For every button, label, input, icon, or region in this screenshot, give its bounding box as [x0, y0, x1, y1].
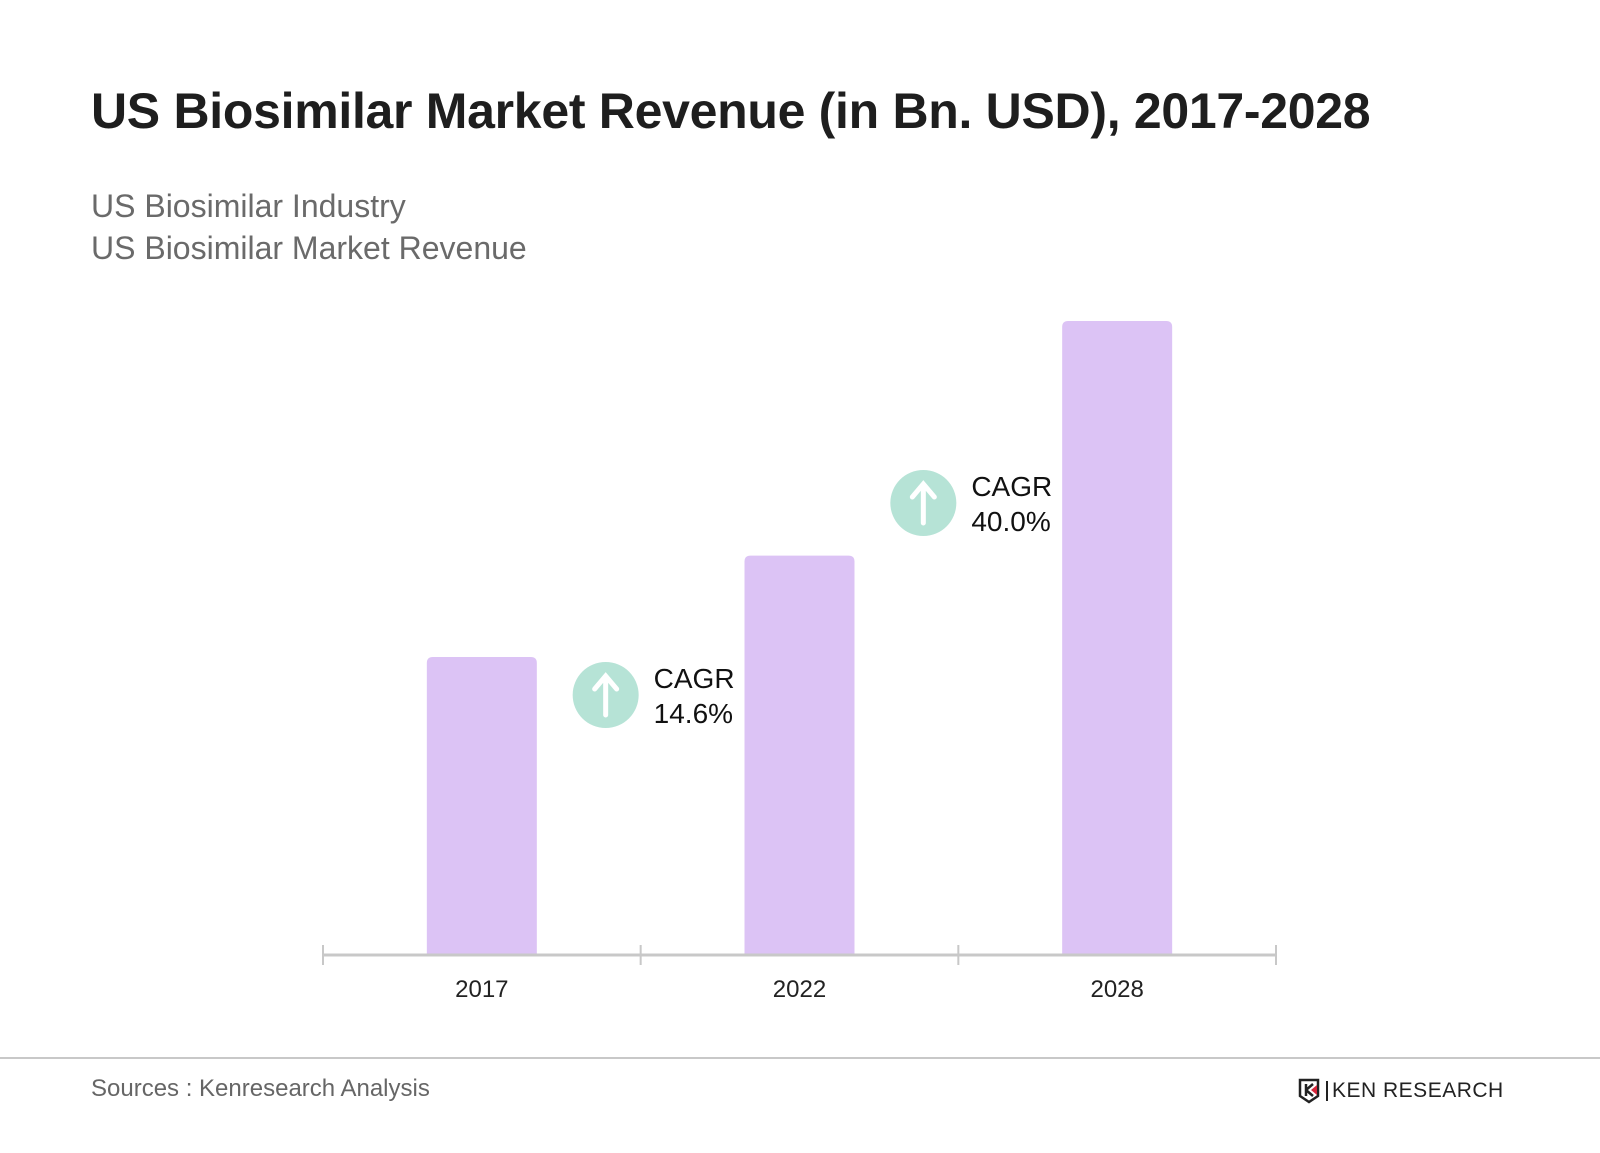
logo-text: KEN RESEARCH	[1332, 1079, 1504, 1102]
source-note: Sources : Kenresearch Analysis	[91, 1075, 430, 1102]
cagr-value: 14.6%	[654, 698, 733, 729]
footer-divider	[0, 1057, 1600, 1059]
subtitle-industry: US Biosimilar Industry	[91, 188, 406, 224]
bar-2017	[426, 657, 537, 955]
cagr-value: 40.0%	[971, 506, 1050, 537]
subtitle-revenue: US Biosimilar Market Revenue	[91, 230, 527, 266]
cagr-label: CAGR	[971, 471, 1052, 502]
bar-chart: 2017 2022 2028 CAGR 14.6% CAGR 40.0%	[322, 321, 1277, 1003]
arrow-up-icon	[592, 672, 620, 718]
ken-research-logo: KEN RESEARCH	[1298, 1078, 1504, 1104]
bar-2028	[1062, 321, 1173, 955]
arrow-up-icon	[909, 480, 937, 526]
x-tick-label-2017: 2017	[455, 976, 508, 1003]
x-tick-label-2022: 2022	[773, 976, 826, 1003]
ken-logo-icon	[1298, 1078, 1320, 1104]
x-tick-label-2028: 2028	[1090, 976, 1143, 1003]
chart-title: US Biosimilar Market Revenue (in Bn. USD…	[91, 83, 1371, 139]
bar-2022	[744, 555, 855, 955]
cagr-label: CAGR	[654, 663, 735, 694]
